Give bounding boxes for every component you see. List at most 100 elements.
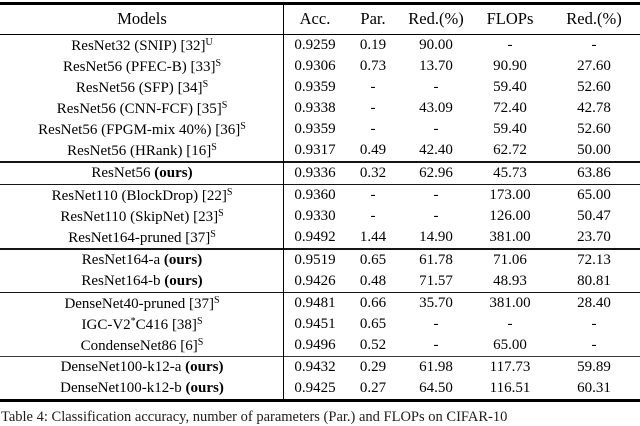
flops-reduction-cell: - — [591, 337, 597, 353]
model-citation: [35] — [192, 100, 222, 117]
parameter-reduction-cell: 61.98 — [419, 359, 453, 375]
flops-cell: 59.40 — [493, 79, 527, 95]
accuracy-cell: 0.9432 — [294, 359, 336, 375]
model-cell: ResNet110 (SkipNet) [23]S — [0, 207, 284, 225]
table-bottom-rule — [0, 399, 640, 402]
model-cell: ResNet164-b (ours) — [0, 272, 284, 289]
model-name-superscript: * — [130, 315, 136, 327]
model-citation-superscript: S — [226, 186, 233, 198]
table-row: ResNet56 (PFEC-B) [33]S 0.9306 0.73 13.70 90… — [0, 56, 640, 77]
parameters-cell: - — [370, 208, 376, 224]
flops-reduction-cell: 72.13 — [577, 251, 611, 268]
parameter-reduction-cell: - — [433, 208, 439, 224]
model-ours-label: (ours) — [160, 251, 203, 268]
model-name: ResNet56 (PFEC-B) — [62, 58, 187, 75]
model-name: DenseNet40-pruned — [64, 295, 186, 312]
flops-reduction-cell: 59.89 — [577, 359, 611, 375]
header-cell-2: Par. — [360, 8, 386, 28]
parameters-cell: 0.29 — [359, 359, 387, 375]
header-cell-3: Red.(%) — [408, 8, 464, 28]
parameter-reduction-cell: - — [433, 121, 439, 137]
flops-cell: 117.73 — [489, 359, 531, 375]
flops-reduction-cell: 60.31 — [577, 380, 611, 396]
model-ours-label: (ours) — [160, 272, 203, 289]
parameters-cell: - — [370, 187, 376, 203]
table-row: ResNet56 (FPGM-mix 40%) [36]S 0.9359 - - 59.… — [0, 119, 640, 140]
parameters-cell: 0.65 — [359, 316, 387, 332]
table-row: DenseNet100-k12-a (ours) 0.9432 0.29 61.98 1… — [0, 357, 640, 378]
table-row: IGC-V2*C416 [38]S 0.9451 0.65 - - - — [0, 314, 640, 335]
model-name: CondenseNet86 — [80, 337, 177, 354]
model-name: ResNet164-b — [81, 272, 161, 289]
group-separator-rule — [0, 183, 640, 185]
accuracy-cell: 0.9496 — [294, 337, 336, 353]
flops-cell: 116.51 — [489, 380, 531, 396]
model-cell: DenseNet100-k12-b (ours) — [0, 381, 284, 396]
model-name: ResNet164-a — [81, 251, 161, 268]
accuracy-cell: 0.9519 — [294, 251, 336, 268]
model-cell: ResNet56 (SFP) [34]S — [0, 78, 284, 96]
parameters-cell: 0.66 — [359, 295, 387, 311]
flops-cell: 381.00 — [489, 295, 531, 311]
group-separator-rule — [0, 356, 640, 357]
header-cell-5: Red.(%) — [566, 8, 622, 28]
flops-cell: - — [507, 316, 513, 332]
accuracy-cell: 0.9359 — [294, 121, 336, 137]
model-citation-superscript: S — [218, 207, 224, 219]
group-separator-rule — [0, 291, 640, 293]
model-citation-superscript: S — [213, 294, 220, 306]
parameters-cell: 0.48 — [359, 272, 387, 289]
parameter-reduction-cell: 62.96 — [419, 164, 453, 181]
model-name: ResNet32 (SNIP) — [71, 37, 177, 54]
table-row: ResNet110 (BlockDrop) [22]S 0.9360 - - 173.0… — [0, 185, 640, 206]
model-cell: ResNet32 (SNIP) [32]U — [0, 37, 284, 54]
flops-cell: 90.90 — [493, 58, 527, 74]
table-top-rule — [0, 2, 640, 5]
model-citation-superscript: S — [202, 78, 209, 90]
flops-reduction-cell: 63.86 — [577, 164, 611, 181]
model-name: ResNet56 — [91, 164, 151, 181]
header-cell-4: FLOPs — [486, 8, 534, 28]
model-name: DenseNet100-k12-b — [60, 380, 182, 396]
model-citation: [33] — [186, 58, 216, 75]
table-row: ResNet164-a (ours) 0.9519 0.65 61.78 71.06 72… — [0, 250, 640, 271]
model-citation: [23] — [189, 208, 219, 225]
model-cell: DenseNet40-pruned [37]S — [0, 294, 284, 312]
parameter-reduction-cell: 14.90 — [419, 229, 453, 245]
model-citation-superscript: S — [197, 336, 204, 348]
flops-cell: 126.00 — [489, 208, 531, 224]
flops-reduction-cell: - — [591, 37, 597, 53]
parameter-reduction-cell: - — [433, 316, 439, 332]
table-row: ResNet56 (CNN-FCF) [35]S 0.9338 - 43.09 72.4… — [0, 98, 640, 119]
model-citation-superscript: S — [210, 228, 216, 240]
model-name: ResNet110 (BlockDrop) — [51, 187, 199, 204]
parameter-reduction-cell: 90.00 — [419, 37, 453, 53]
flops-reduction-cell: 50.00 — [577, 142, 611, 158]
flops-reduction-cell: 52.60 — [577, 121, 611, 137]
model-cell: ResNet164-pruned [37]S — [0, 228, 284, 246]
parameter-reduction-cell: 61.78 — [419, 251, 453, 268]
parameter-reduction-cell: - — [433, 79, 439, 95]
table-row: ResNet164-pruned [37]S 0.9492 1.44 14.90 381… — [0, 227, 640, 248]
flops-cell: 381.00 — [489, 229, 531, 245]
results-table: Models Acc. Par. Red.(%) FLOPs Red.(%) ResNet… — [0, 2, 640, 402]
model-cell: ResNet110 (BlockDrop) [22]S — [0, 186, 284, 204]
accuracy-cell: 0.9330 — [294, 208, 336, 224]
table-row: ResNet110 (SkipNet) [23]S 0.9330 - - 126.00 5… — [0, 206, 640, 227]
flops-reduction-cell: 52.60 — [577, 79, 611, 95]
model-citation-superscript: S — [196, 315, 203, 327]
model-citation-superscript: S — [215, 57, 222, 69]
parameter-reduction-cell: 64.50 — [419, 380, 453, 396]
flops-reduction-cell: - — [591, 316, 597, 332]
model-name: ResNet56 (SFP) — [75, 79, 174, 96]
model-cell: ResNet56 (FPGM-mix 40%) [36]S — [0, 121, 284, 138]
model-citation-superscript: S — [211, 141, 217, 153]
accuracy-cell: 0.9317 — [294, 142, 336, 158]
parameter-reduction-cell: 42.40 — [419, 142, 453, 158]
parameters-cell: 0.19 — [359, 37, 387, 53]
model-citation: [38] — [168, 316, 197, 333]
model-name: ResNet164-pruned — [68, 229, 182, 246]
flops-reduction-cell: 42.78 — [577, 100, 611, 116]
group-separator-rule — [0, 161, 640, 163]
model-ours-label: (ours) — [150, 164, 193, 181]
